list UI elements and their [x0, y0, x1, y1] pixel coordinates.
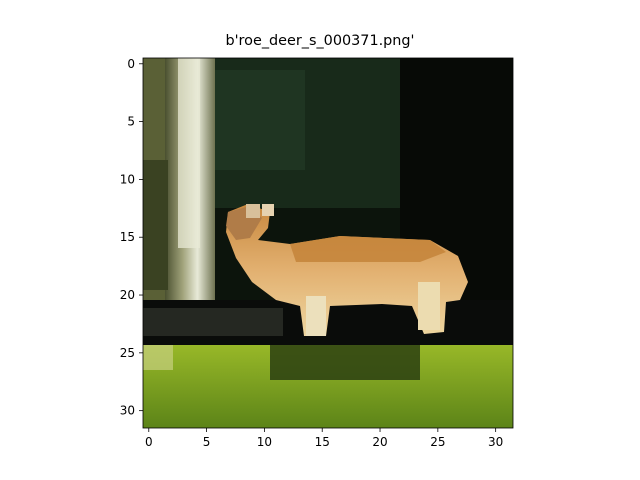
y-tick-label: 0 [127, 57, 135, 71]
axes-frame [142, 57, 514, 429]
deer [226, 204, 468, 336]
x-axis: 0 5 10 15 20 25 30 [145, 428, 503, 449]
y-tick-label: 25 [120, 346, 135, 360]
trunk-highlight [178, 58, 200, 248]
x-tick-label: 0 [145, 435, 153, 449]
y-tick-label: 30 [120, 404, 135, 418]
image-pixels [143, 58, 513, 428]
y-tick-label: 10 [120, 172, 135, 186]
grass-highlight [143, 345, 173, 370]
x-tick-label: 5 [203, 435, 211, 449]
grass-shadow [270, 345, 420, 380]
branch-band [143, 308, 283, 336]
x-tick-label: 30 [488, 435, 503, 449]
x-tick-label: 20 [372, 435, 387, 449]
figure-title: b'roe_deer_s_000371.png' [225, 33, 415, 49]
y-tick-label: 15 [120, 230, 135, 244]
y-axis: 0 5 10 15 20 25 30 [120, 57, 143, 418]
x-tick-label: 25 [430, 435, 445, 449]
trunk-lower-shadow [143, 160, 168, 290]
y-tick-label: 20 [120, 288, 135, 302]
x-tick-label: 15 [315, 435, 330, 449]
x-tick-label: 10 [257, 435, 272, 449]
y-tick-label: 5 [127, 115, 135, 129]
foliage-patch [215, 70, 305, 170]
